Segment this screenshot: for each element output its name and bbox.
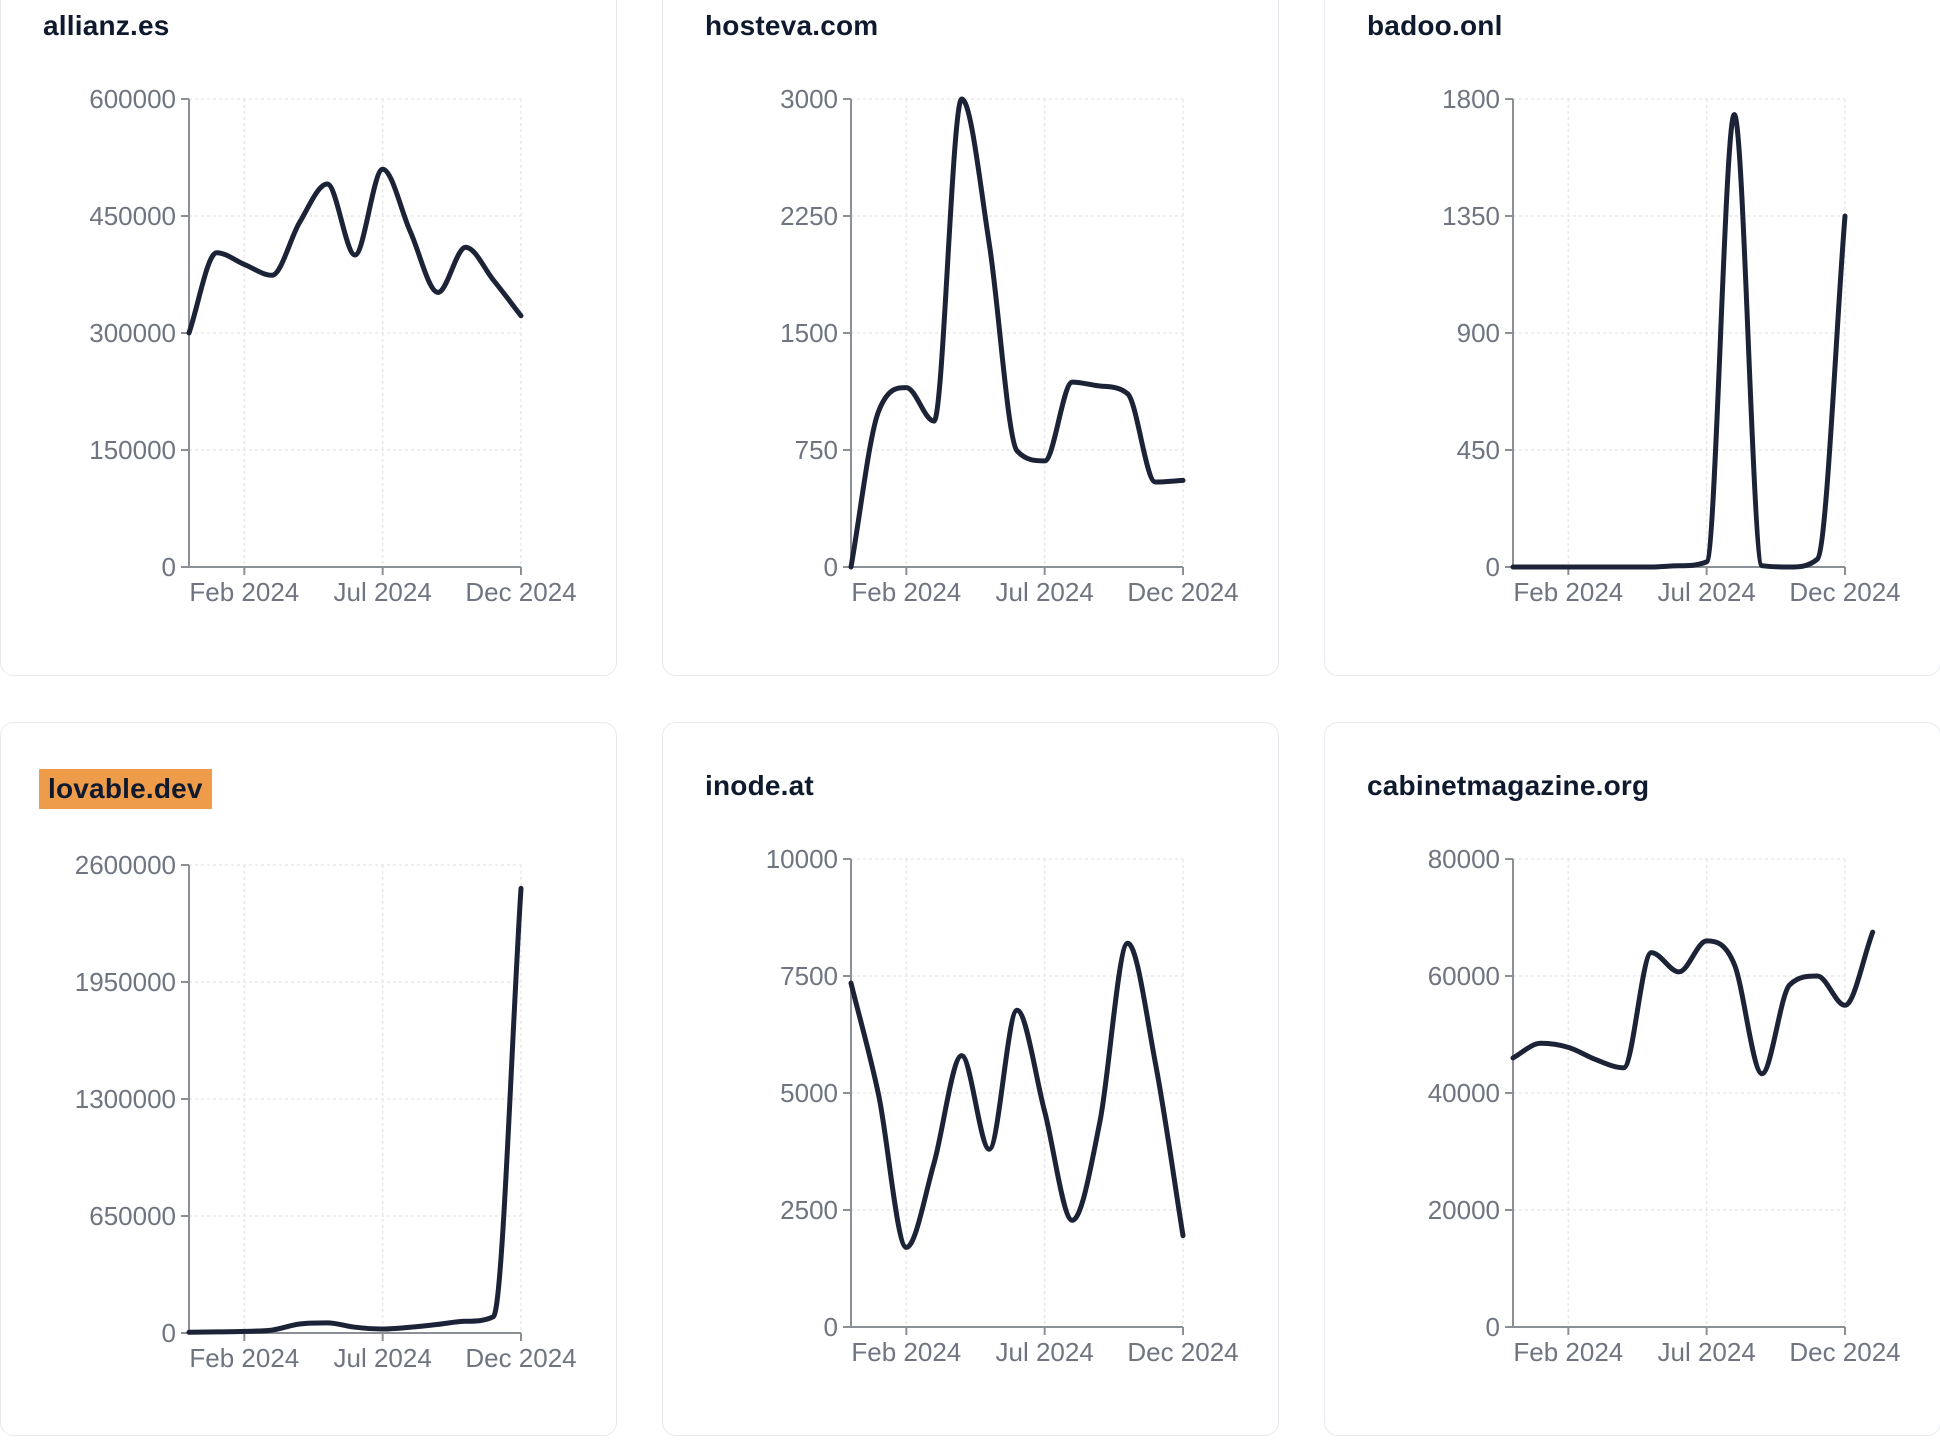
chart-svg: 0 750 1500 2250 3000 Feb 2024 Jul 2024 Dec 2024 (780, 84, 1239, 607)
chart-svg: 0 650000 1300000 1950000 2600000 Feb 2024 Jul … (75, 850, 577, 1373)
traffic-line-chart: 0 750 1500 2250 3000 Feb 2024 Jul 2024 Dec 2024 (705, 51, 1262, 617)
chart-title: allianz.es (43, 9, 598, 43)
y-tick-label: 450 (1457, 435, 1500, 465)
line-path (848, 940, 1186, 1250)
chart-svg: 0 2500 5000 7500 10000 Feb 2024 Jul 2024 Dec 20… (766, 844, 1239, 1367)
y-tick-label: 2500 (780, 1195, 838, 1225)
chart-card-badoo-onl: badoo.onl 0 450 900 1350 1800 Feb 2024 Jul 202… (1324, 0, 1940, 676)
y-tick-label: 80000 (1428, 844, 1500, 874)
y-tick-label: 0 (1486, 1312, 1500, 1342)
chart-title: inode.at (705, 769, 1260, 803)
y-tick-label: 40000 (1428, 1078, 1500, 1108)
y-tick-label: 5000 (780, 1078, 838, 1108)
chart-card-lovable-dev: lovable.dev 0 650000 1300000 1950000 2600000… (0, 722, 617, 1436)
x-tick-label: Feb 2024 (189, 577, 299, 607)
chart-title: lovable.dev (39, 769, 598, 809)
x-tick-label: Dec 2024 (1789, 1337, 1900, 1367)
y-tick-label: 0 (162, 552, 176, 582)
chart-svg: 0 150000 300000 450000 600000 Feb 2024 Jul 202… (89, 84, 576, 607)
y-tick-label: 150000 (89, 435, 176, 465)
line-path (186, 166, 524, 336)
x-tick-label: Jul 2024 (1658, 577, 1756, 607)
chart-title-text[interactable]: allianz.es (43, 10, 170, 41)
x-tick-label: Feb 2024 (1513, 1337, 1623, 1367)
x-tick-label: Feb 2024 (851, 577, 961, 607)
x-tick-label: Jul 2024 (996, 577, 1094, 607)
y-tick-label: 3000 (780, 84, 838, 114)
x-tick-label: Dec 2024 (465, 577, 576, 607)
y-tick-label: 0 (162, 1318, 176, 1348)
chart-title-text-highlighted[interactable]: lovable.dev (39, 769, 212, 809)
y-tick-label: 450000 (89, 201, 176, 231)
x-tick-label: Feb 2024 (851, 1337, 961, 1367)
chart-title: cabinetmagazine.org (1367, 769, 1922, 803)
y-tick-label: 2600000 (75, 850, 176, 880)
x-tick-label: Feb 2024 (189, 1343, 299, 1373)
x-tick-label: Dec 2024 (1127, 1337, 1238, 1367)
x-tick-label: Dec 2024 (1127, 577, 1238, 607)
traffic-line-chart: 0 650000 1300000 1950000 2600000 Feb 2024 Jul … (43, 817, 600, 1383)
traffic-line-chart: 0 20000 40000 60000 80000 Feb 2024 Jul 2024 Dec… (1367, 811, 1924, 1377)
chart-title: badoo.onl (1367, 9, 1922, 43)
y-tick-label: 900 (1457, 318, 1500, 348)
y-tick-label: 0 (824, 552, 838, 582)
y-tick-label: 1950000 (75, 967, 176, 997)
y-tick-label: 20000 (1428, 1195, 1500, 1225)
y-tick-label: 1300000 (75, 1084, 176, 1114)
line-path (1510, 112, 1848, 570)
y-tick-label: 650000 (89, 1201, 176, 1231)
x-tick-label: Feb 2024 (1513, 577, 1623, 607)
chart-title: hosteva.com (705, 9, 1260, 43)
y-tick-label: 0 (824, 1312, 838, 1342)
y-tick-label: 10000 (766, 844, 838, 874)
y-tick-label: 1500 (780, 318, 838, 348)
chart-title-text[interactable]: cabinetmagazine.org (1367, 770, 1650, 801)
chart-card-inode-at: inode.at 0 2500 5000 7500 10000 Feb 2024 Jul 2… (662, 722, 1279, 1436)
y-tick-label: 600000 (89, 84, 176, 114)
y-tick-label: 1800 (1442, 84, 1500, 114)
chart-card-cabinetmagazine-org: cabinetmagazine.org 0 20000 40000 60000 8000… (1324, 722, 1940, 1436)
x-tick-label: Jul 2024 (996, 1337, 1094, 1367)
x-tick-label: Jul 2024 (334, 577, 432, 607)
x-tick-label: Dec 2024 (465, 1343, 576, 1373)
line-path (186, 885, 524, 1335)
x-tick-label: Dec 2024 (1789, 577, 1900, 607)
y-tick-label: 2250 (780, 201, 838, 231)
y-tick-label: 300000 (89, 318, 176, 348)
traffic-line-chart: 0 2500 5000 7500 10000 Feb 2024 Jul 2024 Dec 20… (705, 811, 1262, 1377)
chart-title-text[interactable]: badoo.onl (1367, 10, 1503, 41)
line-path (848, 96, 1186, 570)
y-tick-label: 1350 (1442, 201, 1500, 231)
traffic-line-chart: 0 450 900 1350 1800 Feb 2024 Jul 2024 Dec 2024 (1367, 51, 1924, 617)
traffic-line-chart: 0 150000 300000 450000 600000 Feb 2024 Jul 202… (43, 51, 600, 617)
y-tick-label: 7500 (780, 961, 838, 991)
y-tick-label: 750 (795, 435, 838, 465)
chart-card-hosteva-com: hosteva.com 0 750 1500 2250 3000 Feb 2024 Jul … (662, 0, 1279, 676)
y-tick-label: 60000 (1428, 961, 1500, 991)
chart-card-allianz-es: allianz.es 0 150000 300000 450000 600000 Feb … (0, 0, 617, 676)
chart-svg: 0 450 900 1350 1800 Feb 2024 Jul 2024 Dec 2024 (1442, 84, 1901, 607)
x-tick-label: Jul 2024 (1658, 1337, 1756, 1367)
chart-svg: 0 20000 40000 60000 80000 Feb 2024 Jul 2024 Dec… (1428, 844, 1901, 1367)
line-path (1510, 929, 1876, 1077)
chart-title-text[interactable]: hosteva.com (705, 10, 879, 41)
chart-title-text[interactable]: inode.at (705, 770, 814, 801)
y-tick-label: 0 (1486, 552, 1500, 582)
x-tick-label: Jul 2024 (334, 1343, 432, 1373)
